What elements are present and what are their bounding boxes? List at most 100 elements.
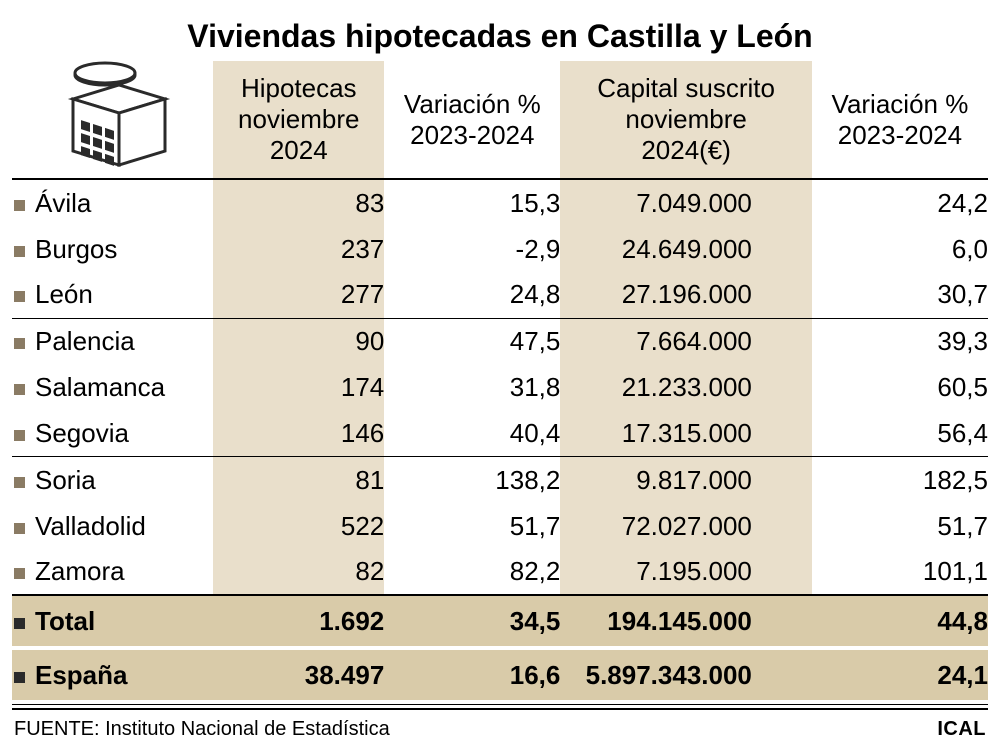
cell-variacion2: 24,1 bbox=[812, 650, 988, 700]
province-name: Soria bbox=[35, 465, 96, 495]
cell-hipotecas: 522 bbox=[213, 503, 384, 549]
cell-hipotecas: 81 bbox=[213, 457, 384, 503]
col-header-variacion2: Variación %2023-2024 bbox=[812, 61, 988, 179]
cell-capital: 21.233.000 bbox=[560, 365, 812, 411]
province-name: Salamanca bbox=[35, 372, 165, 402]
cell-hipotecas: 174 bbox=[213, 365, 384, 411]
source-label: FUENTE: bbox=[14, 718, 100, 740]
footer: FUENTE: Instituto Nacional de Estadístic… bbox=[12, 710, 988, 741]
row-label: Total bbox=[12, 596, 213, 646]
cell-capital: 7.195.000 bbox=[560, 549, 812, 595]
province-name: Zamora bbox=[35, 556, 125, 586]
cell-capital: 9.817.000 bbox=[560, 457, 812, 503]
cell-hipotecas: 146 bbox=[213, 411, 384, 457]
table-header-row: Hipotecasnoviembre2024 Variación %2023-2… bbox=[12, 61, 988, 179]
cell-variacion1: 24,8 bbox=[384, 272, 560, 318]
province-name: Palencia bbox=[35, 326, 135, 356]
table-row: Palencia9047,57.664.00039,3 bbox=[12, 319, 988, 365]
cell-variacion1: -2,9 bbox=[384, 226, 560, 272]
cell-hipotecas: 90 bbox=[213, 319, 384, 365]
table-row: Valladolid52251,772.027.00051,7 bbox=[12, 503, 988, 549]
cell-capital: 17.315.000 bbox=[560, 411, 812, 457]
cell-capital: 7.664.000 bbox=[560, 319, 812, 365]
row-label: Burgos bbox=[12, 226, 213, 272]
square-bullet-icon bbox=[14, 430, 25, 441]
cell-capital: 7.049.000 bbox=[560, 180, 812, 226]
row-label: Palencia bbox=[12, 319, 213, 365]
cell-variacion2: 182,5 bbox=[812, 457, 988, 503]
square-bullet-icon bbox=[14, 477, 25, 488]
col-header-text: Variación %2023-2024 bbox=[404, 89, 541, 150]
cell-variacion1: 82,2 bbox=[384, 549, 560, 595]
cell-variacion1: 47,5 bbox=[384, 319, 560, 365]
cell-hipotecas: 82 bbox=[213, 549, 384, 595]
row-label: Segovia bbox=[12, 411, 213, 457]
cell-variacion2: 101,1 bbox=[812, 549, 988, 595]
col-header-capital: Capital suscritonoviembre2024(€) bbox=[560, 61, 812, 179]
square-bullet-icon bbox=[14, 200, 25, 211]
cell-variacion1: 15,3 bbox=[384, 180, 560, 226]
building-coin-icon bbox=[53, 61, 173, 171]
province-name: Burgos bbox=[35, 234, 117, 264]
source-line: FUENTE: Instituto Nacional de Estadístic… bbox=[14, 718, 390, 741]
cell-capital: 72.027.000 bbox=[560, 503, 812, 549]
cell-variacion2: 56,4 bbox=[812, 411, 988, 457]
cell-variacion1: 16,6 bbox=[384, 650, 560, 700]
row-label: Valladolid bbox=[12, 503, 213, 549]
table-row: Ávila8315,37.049.00024,2 bbox=[12, 180, 988, 226]
cell-variacion2: 6,0 bbox=[812, 226, 988, 272]
total-name: España bbox=[35, 660, 128, 690]
row-label: Ávila bbox=[12, 180, 213, 226]
cell-capital: 24.649.000 bbox=[560, 226, 812, 272]
page-title: Viviendas hipotecadas en Castilla y León bbox=[12, 18, 988, 55]
row-label: Salamanca bbox=[12, 365, 213, 411]
cell-variacion2: 30,7 bbox=[812, 272, 988, 318]
table-row: Burgos 237-2,924.649.0006,0 bbox=[12, 226, 988, 272]
cell-hipotecas: 38.497 bbox=[213, 650, 384, 700]
province-name: Valladolid bbox=[35, 511, 146, 541]
square-bullet-icon bbox=[14, 384, 25, 395]
cell-capital: 194.145.000 bbox=[560, 596, 812, 646]
cell-variacion2: 60,5 bbox=[812, 365, 988, 411]
square-bullet-icon bbox=[14, 568, 25, 579]
square-bullet-icon bbox=[14, 672, 25, 683]
row-label: España bbox=[12, 650, 213, 700]
cell-variacion2: 44,8 bbox=[812, 596, 988, 646]
cell-variacion1: 34,5 bbox=[384, 596, 560, 646]
source-value: Instituto Nacional de Estadística bbox=[105, 718, 390, 740]
mortgage-table: Hipotecasnoviembre2024 Variación %2023-2… bbox=[12, 61, 988, 700]
cell-variacion1: 138,2 bbox=[384, 457, 560, 503]
row-label: Zamora bbox=[12, 549, 213, 595]
table-row: Zamora 8282,27.195.000101,1 bbox=[12, 549, 988, 595]
table-row: León27724,827.196.00030,7 bbox=[12, 272, 988, 318]
province-name: Segovia bbox=[35, 418, 129, 448]
province-name: Ávila bbox=[35, 188, 91, 218]
col-header-hipotecas: Hipotecasnoviembre2024 bbox=[213, 61, 384, 179]
total-row: Total1.69234,5194.145.00044,8 bbox=[12, 596, 988, 646]
cell-hipotecas: 237 bbox=[213, 226, 384, 272]
square-bullet-icon bbox=[14, 618, 25, 629]
col-header-text: Hipotecasnoviembre2024 bbox=[238, 73, 359, 164]
table-row: Segovia 14640,417.315.00056,4 bbox=[12, 411, 988, 457]
row-label: Soria bbox=[12, 457, 213, 503]
infographic-root: Viviendas hipotecadas en Castilla y León bbox=[0, 0, 1000, 703]
cell-variacion1: 51,7 bbox=[384, 503, 560, 549]
table-row: Salamanca 17431,821.233.00060,5 bbox=[12, 365, 988, 411]
cell-variacion1: 40,4 bbox=[384, 411, 560, 457]
cell-capital: 5.897.343.000 bbox=[560, 650, 812, 700]
col-header-text: Variación %2023-2024 bbox=[832, 89, 969, 150]
footer-rule-thin bbox=[12, 704, 988, 705]
cell-capital: 27.196.000 bbox=[560, 272, 812, 318]
country-row: España 38.49716,65.897.343.00024,1 bbox=[12, 650, 988, 700]
cell-variacion1: 31,8 bbox=[384, 365, 560, 411]
square-bullet-icon bbox=[14, 338, 25, 349]
square-bullet-icon bbox=[14, 523, 25, 534]
square-bullet-icon bbox=[14, 291, 25, 302]
cell-hipotecas: 277 bbox=[213, 272, 384, 318]
col-header-variacion1: Variación %2023-2024 bbox=[384, 61, 560, 179]
table-row: Soria 81138,29.817.000182,5 bbox=[12, 457, 988, 503]
icon-cell bbox=[12, 61, 213, 179]
row-label: León bbox=[12, 272, 213, 318]
cell-variacion2: 51,7 bbox=[812, 503, 988, 549]
cell-hipotecas: 1.692 bbox=[213, 596, 384, 646]
